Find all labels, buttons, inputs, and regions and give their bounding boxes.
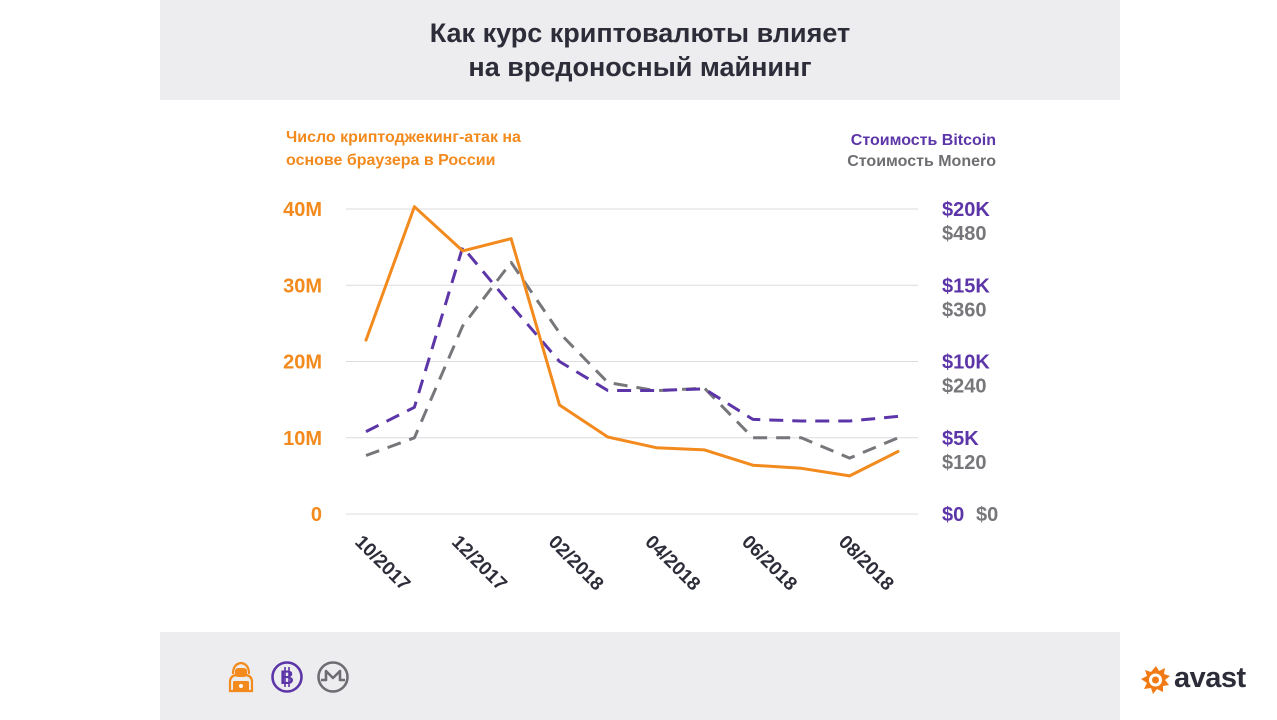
y-tick-label-left: 20M: [283, 352, 322, 374]
series-monero-line: [365, 260, 899, 460]
avast-logo-icon: [1141, 666, 1170, 694]
series-attacks-line: [364, 205, 900, 478]
y-tick-label-bitcoin: $20K: [942, 199, 990, 221]
y-tick-label-monero: $240: [942, 376, 987, 398]
series-bitcoin-line: [365, 245, 899, 433]
chart-title: Как курс криптовалюты влияет на вредонос…: [160, 16, 1120, 84]
monero-icon: [317, 661, 349, 693]
y-tick-label-bitcoin: $0: [942, 504, 964, 526]
header-band: [160, 0, 1120, 100]
y-tick-label-monero: $360: [942, 299, 987, 321]
footer-band: [160, 632, 1120, 720]
y-tick-label-monero: $120: [942, 452, 987, 474]
y-tick-label-bitcoin: $5K: [942, 428, 979, 450]
x-tick-label: 08/2018: [834, 532, 897, 595]
avast-logo: avast: [1138, 662, 1250, 698]
brand-name: avast: [1174, 662, 1246, 694]
x-tick-label: 06/2018: [737, 532, 800, 595]
y-tick-label-left: 0: [311, 504, 322, 526]
y-tick-label-left: 10M: [283, 428, 322, 450]
x-tick-label: 12/2017: [447, 532, 510, 595]
bitcoin-icon: B: [271, 661, 303, 693]
y-tick-label-monero: $480: [942, 223, 987, 245]
legend-attacks-line-1: Число криптоджекинг-атак на: [286, 129, 521, 146]
y-tick-label-left: 40M: [283, 199, 322, 221]
y-tick-label-monero: $0: [976, 504, 998, 526]
svg-text:B: B: [280, 668, 294, 689]
chart-title-line-2: на вредоносный майнинг: [468, 52, 812, 82]
x-tick-label: 10/2017: [350, 532, 413, 595]
y-tick-label-left: 30M: [283, 275, 322, 297]
legend-bitcoin: Стоимость Bitcoin: [850, 132, 996, 149]
y-tick-label-bitcoin: $15K: [942, 275, 990, 297]
chart-title-line-1: Как курс криптовалюты влияет: [429, 18, 851, 48]
legend-attacks: Число криптоджекинг-атак на основе брауз…: [286, 126, 586, 172]
legend-monero: Стоимость Monero: [847, 153, 996, 170]
y-tick-label-bitcoin: $10K: [942, 352, 990, 374]
x-tick-label: 02/2018: [544, 532, 607, 595]
legend-attacks-line-2: основе браузера в России: [286, 152, 496, 169]
hacker-icon: [228, 661, 254, 693]
legend-prices: Стоимость Bitcoin Стоимость Monero: [700, 130, 996, 172]
x-tick-label: 04/2018: [641, 532, 704, 595]
